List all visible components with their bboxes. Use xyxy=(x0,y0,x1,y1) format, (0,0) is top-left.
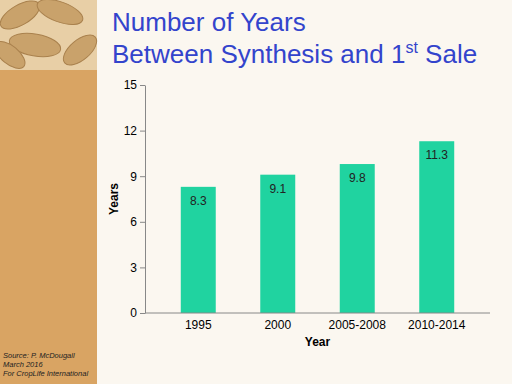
data-label: 8.3 xyxy=(190,194,207,208)
background xyxy=(0,0,512,384)
y-tick-label: 12 xyxy=(124,124,138,138)
title: Number of YearsBetween Synthesis and 1st… xyxy=(112,7,477,69)
chart: Number of YearsBetween Synthesis and 1st… xyxy=(0,0,512,384)
y-tick-label: 0 xyxy=(130,306,137,320)
x-tick: 2000 xyxy=(264,313,291,332)
title-part: Sale xyxy=(418,39,477,69)
y-tick-label: 9 xyxy=(130,170,137,184)
peanut xyxy=(0,37,30,74)
x-tick-label: 1995 xyxy=(185,318,212,332)
y-tick-mark xyxy=(140,85,145,86)
x-tick-label: 2000 xyxy=(264,318,291,332)
title-part: Number of Years xyxy=(112,7,306,37)
peanut xyxy=(58,29,101,70)
x-tick: 2010-2014 xyxy=(408,313,466,332)
data-label: 9.1 xyxy=(269,182,286,196)
y-axis: 0 3 6 9 12 15 xyxy=(124,78,146,320)
y-axis-title: Years xyxy=(107,183,121,215)
x-tick-label: 2010-2014 xyxy=(408,318,466,332)
y-tick-mark xyxy=(140,222,145,223)
y-tick-mark xyxy=(140,131,145,132)
title-part: Between Synthesis and xyxy=(112,39,391,69)
bar xyxy=(419,141,454,313)
annotation: Source: P. McDougall xyxy=(3,351,75,360)
y-tick: 12 xyxy=(124,124,145,138)
x-axis: 1995 2000 2005-2008 2010-2014 xyxy=(145,313,490,332)
bars xyxy=(181,141,454,313)
annotation: March 2016 xyxy=(3,360,43,369)
y-axis-line xyxy=(145,86,146,314)
x-tick: 2005-2008 xyxy=(329,313,387,332)
y-tick: 9 xyxy=(130,170,145,184)
source-note: Source: P. McDougallMarch 2016For CropLi… xyxy=(3,351,88,378)
y-tick-label: 6 xyxy=(130,215,137,229)
peanut-picture xyxy=(0,0,102,73)
y-tick: 3 xyxy=(130,261,145,275)
data-label: 11.3 xyxy=(426,148,449,162)
y-tick-mark xyxy=(140,313,145,314)
x-axis-line xyxy=(145,313,490,314)
y-tick-mark xyxy=(140,267,145,268)
y-tick-label: 3 xyxy=(130,261,137,275)
x-tick-label: 2005-2008 xyxy=(329,318,387,332)
y-tick: 15 xyxy=(124,78,145,92)
x-tick: 1995 xyxy=(185,313,212,332)
y-tick: 6 xyxy=(130,215,145,229)
y-tick: 0 xyxy=(130,306,145,320)
x-axis-title: Year xyxy=(305,335,331,349)
data-labels: 8.3 9.1 9.8 11.3 xyxy=(190,148,448,208)
bar xyxy=(260,175,295,313)
y-tick-mark xyxy=(140,176,145,177)
peanut xyxy=(34,0,86,30)
title-part: 1 xyxy=(391,39,405,69)
bar xyxy=(340,164,375,313)
data-label: 9.8 xyxy=(349,171,366,185)
title-part: st xyxy=(405,39,418,56)
bar xyxy=(181,187,216,313)
y-tick-label: 15 xyxy=(124,78,138,92)
annotation: For CropLife International xyxy=(3,369,88,378)
